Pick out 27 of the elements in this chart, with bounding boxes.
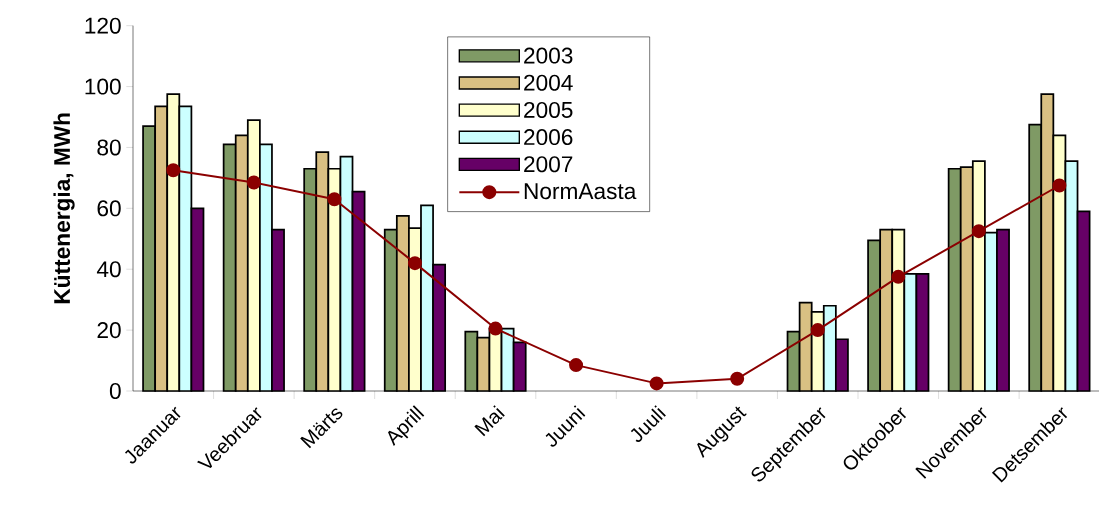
point xyxy=(246,175,261,190)
y-tick-label: 40 xyxy=(96,261,121,278)
y-tick-label: 0 xyxy=(109,382,121,400)
y-tick-label: 60 xyxy=(97,200,121,217)
y-tick-label: 120 xyxy=(85,17,121,34)
legend-label: 2006 xyxy=(524,129,573,146)
point xyxy=(569,358,584,373)
point xyxy=(971,224,986,239)
point xyxy=(730,371,745,386)
point xyxy=(891,269,906,284)
y-tick-label: 80 xyxy=(97,139,121,156)
point xyxy=(327,192,342,207)
legend-label: 2007 xyxy=(524,156,573,173)
y-tick-label: 100 xyxy=(85,78,121,95)
legend-label: 2003 xyxy=(524,47,573,64)
y-tick-label: 20 xyxy=(97,322,121,339)
point xyxy=(166,163,181,178)
legend-label: 2005 xyxy=(524,101,573,118)
y-axis-title: Küttenergia, MWh xyxy=(53,113,75,304)
point xyxy=(1052,178,1067,193)
point xyxy=(810,323,825,338)
point xyxy=(649,376,664,391)
point xyxy=(407,256,422,271)
legend-label: NormAasta xyxy=(524,183,637,200)
x-tick-label: Mai xyxy=(474,405,505,437)
point xyxy=(488,321,503,336)
legend-label: 2004 xyxy=(524,74,573,91)
